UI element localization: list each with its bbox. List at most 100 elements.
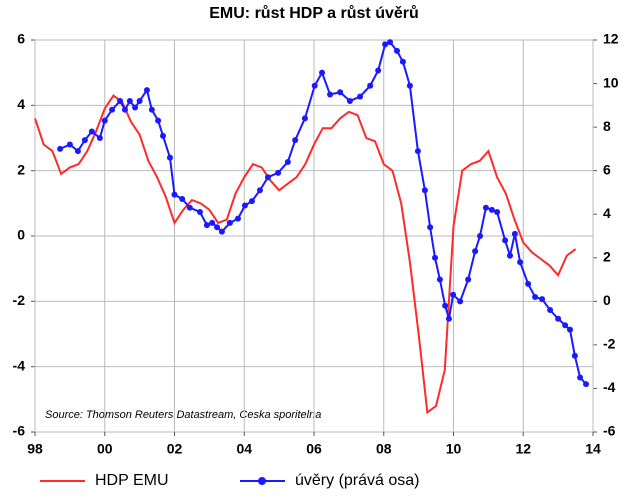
- series-point: [241, 202, 248, 209]
- series-point: [186, 204, 193, 211]
- series-point: [555, 315, 562, 322]
- y2-tick-label: 4: [603, 205, 611, 221]
- series-point: [566, 326, 573, 333]
- legend-label: úvěry (prává osa): [295, 472, 420, 489]
- series-point: [275, 169, 282, 176]
- series-point: [155, 117, 162, 124]
- series-line: [59, 40, 587, 385]
- series-point: [357, 93, 364, 100]
- series-point: [179, 195, 186, 202]
- series-point: [427, 224, 434, 231]
- series-point: [511, 230, 518, 237]
- series-point: [166, 154, 173, 161]
- series-point: [218, 228, 225, 235]
- series-line: [34, 94, 577, 415]
- y-tick-label: 6: [17, 31, 25, 47]
- x-tick-label: 04: [236, 441, 252, 457]
- series-point: [472, 248, 479, 255]
- series-point: [436, 276, 443, 283]
- series-point: [337, 89, 344, 96]
- series-point: [421, 187, 428, 194]
- series-point: [506, 252, 513, 259]
- series-point: [214, 224, 221, 231]
- series-point: [88, 128, 95, 135]
- series-point: [547, 307, 554, 314]
- series-point: [292, 137, 299, 144]
- series-point: [171, 191, 178, 198]
- series-point: [525, 280, 532, 287]
- series-point: [143, 87, 150, 94]
- series-point: [571, 352, 578, 359]
- x-tick-label: 08: [376, 441, 392, 457]
- series-point: [406, 82, 413, 89]
- x-tick-label: 06: [306, 441, 322, 457]
- series-point: [562, 322, 569, 329]
- series-point: [311, 82, 318, 89]
- y-tick-label: -6: [13, 423, 26, 439]
- series-point: [450, 291, 457, 298]
- x-tick-label: 98: [27, 441, 43, 457]
- series-point: [196, 209, 203, 216]
- series-point: [109, 106, 116, 113]
- series-point: [256, 187, 263, 194]
- series-point: [301, 115, 308, 122]
- series-point: [577, 374, 584, 381]
- y-tick-label: 0: [17, 227, 25, 243]
- y-tick-label: -4: [13, 357, 26, 373]
- y2-tick-label: 2: [603, 248, 611, 264]
- y-tick-label: 4: [17, 96, 25, 112]
- series-point: [66, 141, 73, 148]
- series-point: [159, 132, 166, 139]
- legend-label: HDP EMU: [95, 472, 169, 489]
- series-point: [442, 302, 449, 309]
- series-point: [382, 41, 389, 48]
- series-point: [445, 315, 452, 322]
- series-point: [539, 296, 546, 303]
- series-point: [126, 97, 133, 104]
- series-point: [136, 97, 143, 104]
- y2-tick-label: -4: [603, 379, 616, 395]
- series-point: [132, 104, 139, 111]
- series-point: [248, 198, 255, 205]
- series-point: [517, 259, 524, 266]
- y2-tick-label: 6: [603, 161, 611, 177]
- series-point: [203, 222, 210, 229]
- y-tick-label: 2: [17, 161, 25, 177]
- series-point: [101, 117, 108, 124]
- series-point: [327, 91, 334, 98]
- series-point: [477, 233, 484, 239]
- x-tick-label: 12: [515, 441, 531, 457]
- series-point: [583, 381, 590, 388]
- source-note: Source: Thomson Reuters Datastream, Cesk…: [45, 409, 321, 421]
- series-point: [375, 67, 382, 74]
- y2-tick-label: 8: [603, 118, 611, 134]
- series-point: [209, 219, 216, 226]
- series-point: [148, 106, 155, 113]
- series-point: [96, 135, 103, 141]
- series-point: [121, 106, 128, 113]
- series-point: [81, 137, 88, 144]
- series-point: [457, 298, 464, 305]
- x-tick-label: 00: [97, 441, 113, 457]
- series-point: [399, 58, 406, 65]
- series-point: [532, 293, 539, 300]
- x-tick-label: 14: [585, 441, 601, 457]
- x-tick-label: 02: [167, 441, 183, 457]
- y2-tick-label: 12: [603, 31, 619, 47]
- series-point: [319, 69, 326, 76]
- series-point: [502, 237, 509, 244]
- series-point: [494, 209, 501, 216]
- series-point: [264, 174, 271, 181]
- series-point: [414, 148, 421, 155]
- series-point: [117, 97, 124, 104]
- series-point: [346, 97, 353, 104]
- series-point: [367, 82, 374, 89]
- series-point: [394, 47, 401, 54]
- y2-tick-label: 10: [603, 74, 619, 90]
- chart-title: EMU: růst HDP a růst úvěrů: [209, 5, 419, 22]
- series-point: [74, 148, 81, 155]
- series-point: [57, 145, 64, 152]
- legend-marker: [258, 477, 266, 485]
- y2-tick-label: 0: [603, 292, 611, 308]
